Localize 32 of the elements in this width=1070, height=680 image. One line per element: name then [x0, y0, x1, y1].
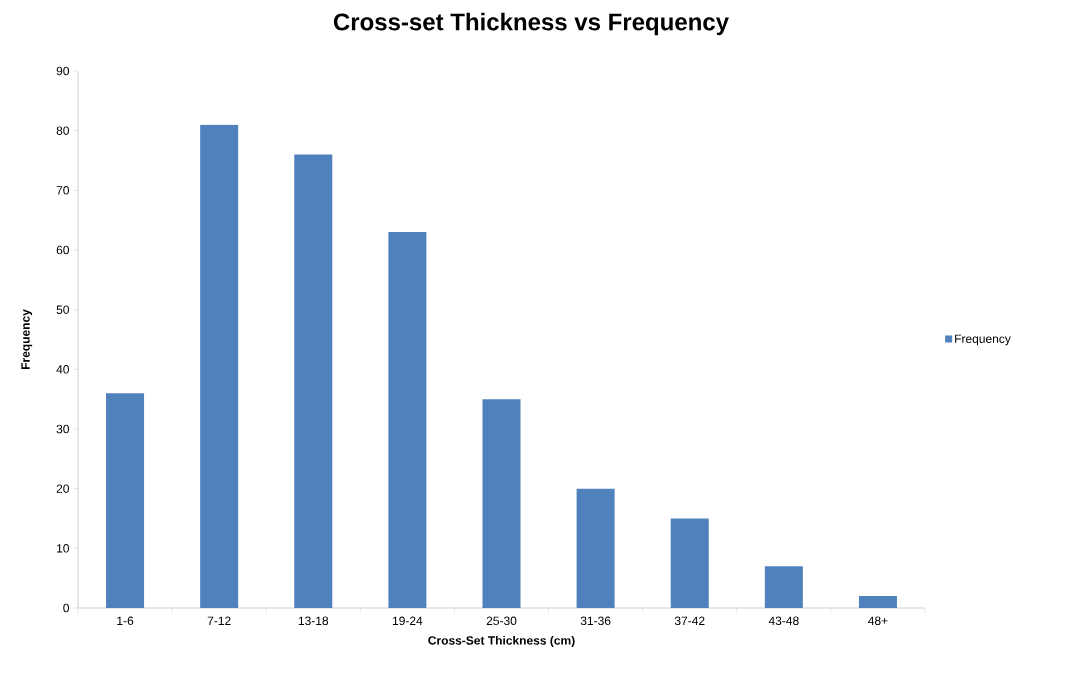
y-tick-label: 50 — [56, 305, 69, 314]
y-tick-label: 70 — [56, 186, 69, 195]
y-tick-label: 30 — [56, 424, 69, 434]
bar — [294, 154, 333, 608]
x-tick-label: 13-18 — [298, 616, 329, 626]
bar — [670, 518, 709, 608]
y-tick-label: 90 — [56, 66, 69, 76]
x-tick-label: 1-6 — [117, 616, 134, 626]
bar — [576, 488, 615, 608]
bar — [388, 232, 427, 608]
chart-title: Cross-set Thickness vs Frequency — [333, 12, 729, 36]
y-tick-label: 80 — [56, 126, 69, 135]
y-tick-label: 60 — [56, 245, 69, 255]
x-tick-label: 7-12 — [207, 616, 231, 625]
y-tick-label: 40 — [56, 365, 69, 374]
x-axis-title: Cross-Set Thickness (cm) — [428, 635, 575, 648]
bar — [482, 399, 521, 608]
x-tick-label: 31-36 — [580, 616, 611, 626]
y-axis-title: Frequency — [21, 309, 33, 370]
bar — [858, 596, 897, 608]
x-tick-label: 25-30 — [486, 616, 517, 626]
bar — [764, 566, 803, 608]
x-tick-label: 48+ — [868, 616, 888, 626]
x-tick-label: 19-24 — [392, 616, 423, 626]
y-tick-label: 20 — [56, 484, 69, 493]
bar — [106, 393, 145, 608]
x-tick-label: 43-48 — [768, 616, 799, 626]
y-tick-label: 10 — [57, 544, 69, 553]
x-tick-label: 37-42 — [674, 616, 705, 626]
bar — [200, 124, 239, 608]
legend-label: Frequency — [955, 334, 1011, 346]
y-tick-label: 0 — [63, 603, 70, 613]
